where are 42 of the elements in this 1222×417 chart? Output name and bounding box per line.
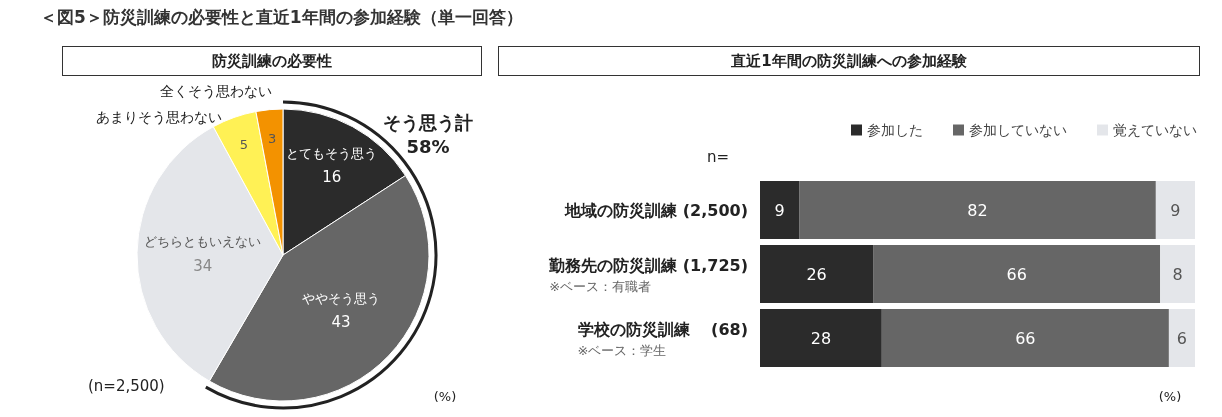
data-label: 16 (322, 168, 342, 187)
bar (1160, 245, 1195, 303)
data-label: 9 (774, 200, 785, 220)
bar (760, 309, 882, 367)
data-label: 82 (967, 200, 988, 220)
slice-label: 全くそう思わない (160, 83, 272, 99)
data-label: 26 (806, 264, 827, 284)
data-label: 8 (1172, 264, 1183, 284)
bar (1168, 309, 1195, 367)
text: (%) (1158, 389, 1182, 404)
slice-label: どちらともいえない (144, 234, 262, 250)
bar (760, 245, 874, 303)
slice-label: ややそう思う (302, 290, 381, 306)
data-label: 3 (267, 131, 277, 147)
chart-subtitle: 直近1年間の防災訓練への参加経験 (498, 46, 1200, 76)
legend-label: 参加した (867, 122, 923, 138)
text: (%) (433, 389, 457, 404)
chart-title: ＜図5＞防災訓練の必要性と直近1年間の参加経験（単一回答） (40, 6, 523, 29)
data-label: 9 (1170, 200, 1181, 220)
data-label: 28 (810, 328, 832, 348)
bar (799, 181, 1156, 239)
data-label: 66 (1015, 328, 1036, 348)
data-label: 66 (1006, 264, 1027, 284)
data-label: 43 (331, 313, 351, 332)
data-label: 6 (1176, 328, 1188, 348)
legend-label: 参加していない (969, 122, 1067, 138)
y-tick-label: 地域の防災訓練 (2,500) (564, 200, 748, 220)
data-label: 5 (239, 137, 248, 153)
slice-label: あまりそう思わない (96, 109, 222, 125)
legend-label: 覚えていない (1113, 122, 1197, 138)
data-label: 34 (193, 256, 213, 275)
y-tick-label: 学校の防災訓練 (68) ※ベース：学生 (577, 319, 748, 358)
slice-label: とてもそう思う (286, 145, 378, 161)
text: (n=2,500) (88, 376, 165, 395)
text: そう思う計 58% (383, 111, 473, 157)
bar (1155, 181, 1195, 239)
chart-subtitle: 防災訓練の必要性 (62, 46, 482, 76)
text: n= (706, 147, 730, 166)
bar (760, 181, 800, 239)
bar (873, 245, 1161, 303)
bar (881, 309, 1169, 367)
y-tick-label: 勤務先の防災訓練 (1,725) ※ベース：有職者 (548, 255, 748, 294)
